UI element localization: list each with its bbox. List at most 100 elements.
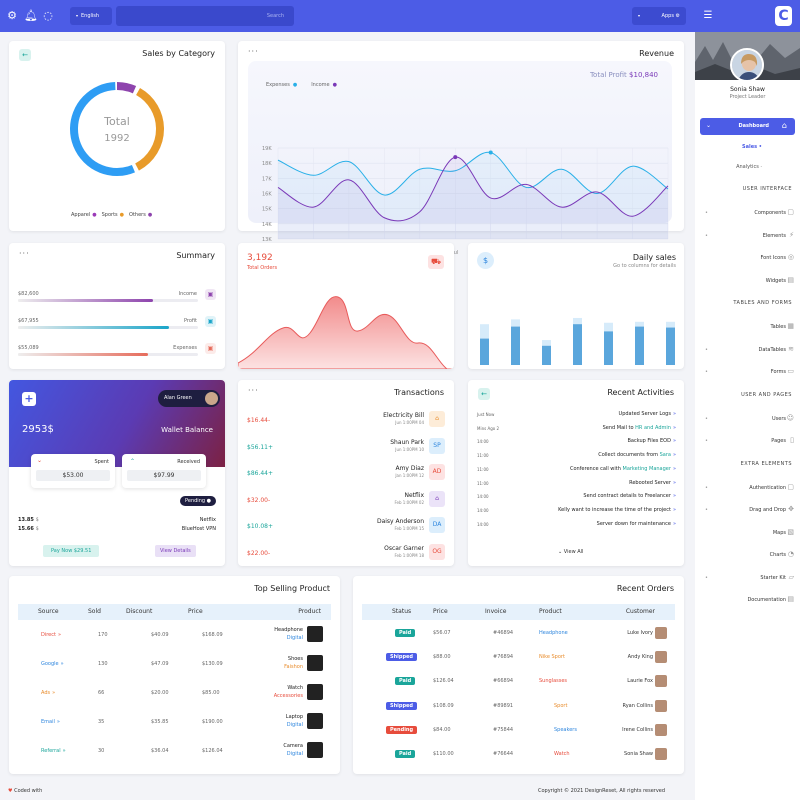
arrow-left-icon[interactable]: ← [19, 49, 31, 61]
column-header[interactable]: Product [298, 608, 321, 615]
activity-text: Server down for maintenance» [596, 520, 676, 527]
activity-row[interactable]: 14:00 Send contract details to Freelancer… [468, 493, 684, 503]
product-cell[interactable]: Sunglasses [539, 678, 568, 685]
table-row[interactable]: Email» 35 $35.85 $190.00 Laptop Digital [18, 712, 331, 734]
transaction-row[interactable]: $10.08+ Daisy Anderson Feb 1:00PM 15 DA [238, 517, 454, 539]
activity-row[interactable]: 14:00 Kelly want to increase the time of … [468, 507, 684, 517]
pay-now-button[interactable]: Pay Now $29.51 [43, 545, 100, 557]
transaction-row[interactable]: $32.00- Netflix Feb 1:00PM 02 ⌂ [238, 490, 454, 513]
column-header[interactable]: Invoice [485, 608, 507, 615]
arrow-left-icon[interactable]: ← [478, 388, 490, 400]
column-header[interactable]: Price [433, 608, 448, 615]
sidebar-item-documentation[interactable]: Documentation ▤ [695, 595, 800, 606]
table-row[interactable]: Paid $56.07 #46894 Headphone Luke Ivory [362, 626, 675, 644]
progress-fill [18, 299, 153, 302]
profile-avatar[interactable] [730, 48, 764, 82]
activity-row[interactable]: Just Now Updated Server Logs» [468, 411, 684, 421]
source-cell[interactable]: Referral» [41, 748, 66, 754]
table-row[interactable]: Ads» 66 $20.00 $85.00 Watch Accessories [18, 683, 331, 705]
settings-icon[interactable]: ⚙ [7, 9, 17, 22]
add-icon[interactable]: + [22, 392, 36, 406]
source-cell[interactable]: Ads» [41, 690, 56, 696]
transaction-row[interactable]: $86.44+ Amy Diaz Jan 1:00PM 12 AD [238, 464, 454, 486]
sidebar-item-users[interactable]: • Users ☺ [695, 414, 800, 425]
invoice-cell[interactable]: #46894 [493, 630, 514, 636]
transaction-row[interactable]: $56.11+ Shaun Park Jun 1:00PM 10 SP [238, 437, 454, 460]
product-cell[interactable]: Nike Sport [539, 654, 565, 661]
activity-link[interactable]: Sara [659, 452, 671, 459]
table-row[interactable]: Paid $126.04 #66894 Sunglasses Laurie Fox [362, 674, 675, 692]
sidebar-item-components[interactable]: • Components ▢ [695, 208, 800, 219]
language-select[interactable]: ▾ English [70, 7, 112, 25]
menu-icon[interactable]: ☰ [703, 10, 713, 21]
sidebar-item-starter-kit[interactable]: • Starter Kit ▱ [695, 573, 800, 584]
table-row[interactable]: Google» 130 $47.09 $130.09 Shoes Faishon [18, 654, 331, 676]
cart-icon[interactable]: ⛟ [428, 255, 444, 269]
more-icon[interactable]: ··· [248, 386, 259, 395]
column-header[interactable]: Sold [88, 608, 101, 615]
table-row[interactable]: Direct» 170 $40.09 $168.09 Headphone Digital [18, 625, 331, 647]
table-row[interactable]: Paid $110.00 #76644 Watch Sonia Shaw [362, 747, 675, 765]
table-row[interactable]: Referral» 30 $36.04 $126.04 Camera Digital [18, 741, 331, 763]
invoice-cell[interactable]: #66894 [493, 678, 514, 685]
column-header[interactable]: Price [188, 608, 203, 615]
more-icon[interactable]: ··· [248, 47, 259, 56]
activity-link[interactable]: HR and Admin [635, 424, 671, 431]
view-all-link[interactable]: ⌄ View All [558, 549, 584, 555]
activity-row[interactable]: 11:00 Rebooted Server» [468, 480, 684, 490]
sidebar-item-charts[interactable]: Charts ◔ [695, 550, 800, 561]
column-header[interactable]: Discount [126, 608, 153, 615]
table-row[interactable]: Shipped $108.09 #89891 Sport Ryan Collins [362, 699, 675, 717]
product-thumbnail [307, 684, 323, 700]
sidebar-item-sales[interactable]: Sales • [742, 144, 762, 150]
column-header[interactable]: Product [539, 608, 562, 615]
price-cell: $190.00 [202, 719, 223, 725]
source-cell[interactable]: Direct» [41, 632, 62, 638]
activity-row[interactable]: 11:00 Collect documents from Sara» [468, 452, 684, 462]
apps-button[interactable]: ▾ Apps ⚙ [632, 7, 686, 25]
invoice-cell[interactable]: #89891 [493, 702, 514, 709]
wallet-user[interactable]: Alan Green [158, 390, 220, 407]
column-header[interactable]: Status [392, 608, 412, 615]
product-cell[interactable]: Watch [554, 751, 570, 757]
product-cell[interactable]: Sport [554, 702, 568, 709]
column-header[interactable]: Source [38, 608, 59, 615]
bell-icon[interactable]: 🔔︎ [24, 9, 38, 22]
activity-row[interactable]: 11:00 Conference call with Marketing Mana… [468, 466, 684, 476]
sidebar-item-dashboard[interactable]: ⌄ Dashboard ⌂ [700, 118, 795, 135]
legend-item: Others ● [129, 212, 153, 218]
sidebar-item-font-icons[interactable]: Font Icons ◎ [695, 253, 800, 264]
sidebar-item-widgets[interactable]: Widgets ▤ [695, 276, 800, 287]
sidebar-item-forms[interactable]: • Forms ▭ [695, 367, 800, 378]
transaction-row[interactable]: $16.44- Electricity Bill Jun 1:00PM 04 ⌂ [238, 411, 454, 433]
transaction-row[interactable]: $22.00- Oscar Garner Feb 1:00PM 18 OG [238, 543, 454, 566]
source-cell[interactable]: Email» [41, 719, 60, 725]
activity-row[interactable]: Mins Ago 2 Send Mail to HR and Admin» [468, 425, 684, 435]
sidebar-item-datatables[interactable]: • DataTables ≋ [695, 345, 800, 356]
search-input[interactable]: Search [116, 6, 294, 26]
invoice-cell[interactable]: #75844 [493, 726, 514, 733]
sidebar-item-elements[interactable]: • Elements ⚡ [695, 231, 800, 242]
product-cell[interactable]: Speakers [554, 726, 577, 733]
sidebar-item-analytics[interactable]: Analytics · [736, 164, 762, 170]
product-cell[interactable]: Headphone [539, 630, 568, 636]
sidebar-item-maps[interactable]: Maps ▧ [695, 528, 800, 539]
more-icon[interactable]: ··· [19, 249, 30, 258]
activity-link[interactable]: Marketing Manager [622, 465, 671, 472]
product-category: Accessories [273, 693, 303, 699]
source-cell[interactable]: Google» [41, 661, 64, 667]
view-details-button[interactable]: View Details [155, 545, 196, 557]
sidebar-item-tables[interactable]: Tables ▦ [695, 322, 800, 333]
invoice-cell[interactable]: #76644 [493, 751, 514, 757]
activity-row[interactable]: 14:00 Backup Files EOD» [468, 438, 684, 448]
chat-icon[interactable]: ◌ [43, 9, 53, 22]
sidebar-item-pages[interactable]: • Pages ▯ [695, 436, 800, 447]
y-tick-label: 18K [262, 161, 272, 167]
sidebar-item-drag-and-drop[interactable]: • Drag and Drop ✥ [695, 505, 800, 516]
table-row[interactable]: Pending $84.00 #75844 Speakers Irene Collins [362, 723, 675, 741]
sidebar-item-authentication[interactable]: • Authentication ▢ [695, 483, 800, 494]
activity-row[interactable]: 14:00 Server down for maintenance» [468, 521, 684, 531]
invoice-cell[interactable]: #76894 [493, 654, 514, 661]
column-header[interactable]: Customer [625, 608, 655, 615]
table-row[interactable]: Shipped $88.00 #76894 Nike Sport Andy King [362, 650, 675, 668]
